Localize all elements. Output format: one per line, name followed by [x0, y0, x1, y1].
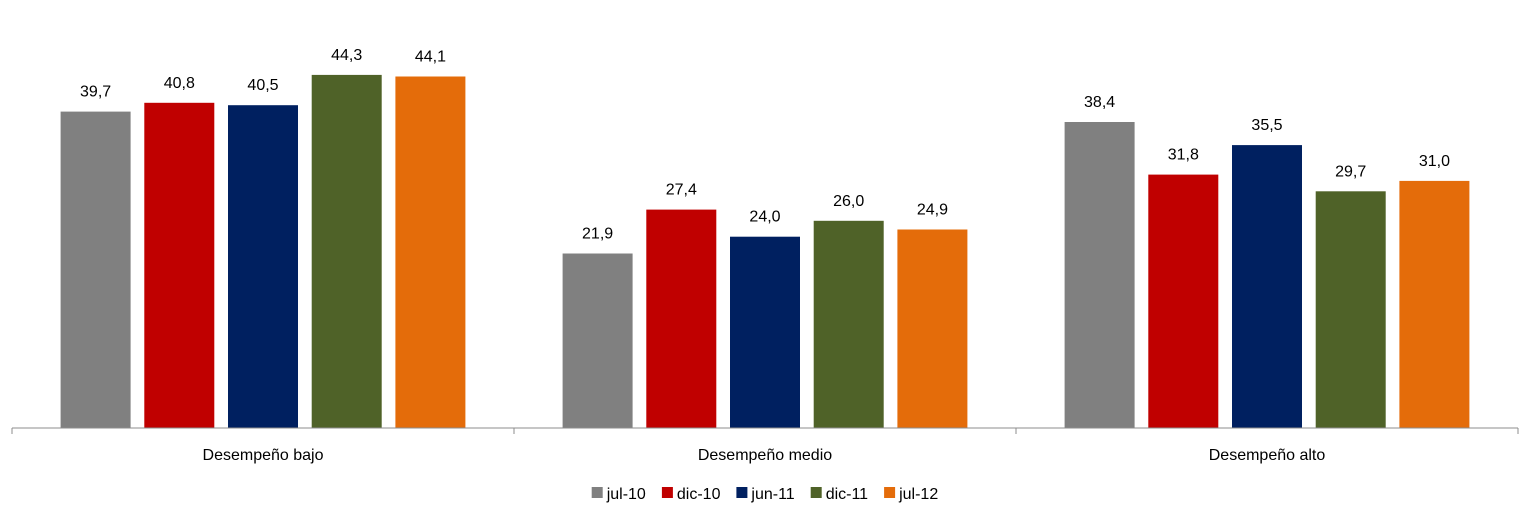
legend-swatch-dic-10: [661, 487, 673, 498]
bar-dic-11-cat-2: [1315, 191, 1386, 428]
data-label-jul-12-cat-2: 31,0: [1419, 153, 1450, 170]
category-labels-group: Desempeño bajo Desempeño medio Desempeño a…: [203, 447, 1326, 464]
bar-jun-11-cat-2: [1232, 145, 1302, 428]
bar-jun-11-cat-1: [730, 236, 800, 428]
bars-group: [60, 74, 1470, 429]
data-label-jul-10-cat-1: 21,9: [582, 226, 613, 243]
data-label-dic-10-cat-1: 27,4: [666, 182, 697, 199]
legend-swatch-jul-10: [591, 487, 603, 498]
data-label-jun-11-cat-1: 24,0: [749, 209, 780, 226]
data-label-jun-11-cat-0: 40,5: [247, 77, 278, 94]
legend-swatch-dic-11: [810, 487, 822, 498]
legend-label-jul-12: jul-12: [898, 486, 938, 503]
legend-swatch-jul-12: [884, 487, 896, 498]
x-axis: [11, 427, 1519, 434]
data-label-dic-11-cat-0: 44,3: [331, 47, 362, 64]
data-label-dic-10-cat-0: 40,8: [164, 75, 195, 92]
legend-swatch-jun-11: [736, 487, 748, 498]
bar-dic-10-cat-2: [1148, 174, 1219, 428]
data-label-dic-11-cat-2: 29,7: [1335, 163, 1366, 180]
legend-label-jun-11: jun-11: [750, 486, 794, 503]
bar-dic-11-cat-0: [311, 74, 382, 429]
bar-dic-11-cat-1: [813, 220, 884, 428]
data-label-dic-10-cat-2: 31,8: [1168, 147, 1199, 164]
bar-jul-10-cat-1: [562, 253, 633, 428]
bar-jul-12-cat-1: [897, 229, 968, 428]
data-label-jun-11-cat-2: 35,5: [1251, 117, 1282, 134]
bar-dic-10-cat-1: [646, 209, 717, 428]
legend-label-jul-10: jul-10: [606, 486, 646, 503]
data-label-jul-10-cat-2: 38,4: [1084, 94, 1115, 111]
legend: jul-10 dic-10 jun-11 dic-11 jul-12: [591, 486, 938, 503]
bar-dic-10-cat-0: [144, 102, 215, 429]
legend-label-dic-10: dic-10: [677, 486, 721, 503]
data-label-jul-10-cat-0: 39,7: [80, 84, 111, 101]
data-label-jul-12-cat-1: 24,9: [917, 202, 948, 219]
bar-jul-12-cat-0: [395, 76, 466, 428]
legend-label-dic-11: dic-11: [826, 486, 868, 503]
category-label-2: Desempeño alto: [1209, 447, 1326, 464]
bar-jun-11-cat-0: [228, 105, 298, 428]
category-label-1: Desempeño medio: [698, 447, 832, 464]
bar-jul-10-cat-2: [1064, 122, 1135, 428]
bar-jul-10-cat-0: [60, 111, 131, 428]
bar-jul-12-cat-2: [1399, 180, 1470, 428]
data-label-jul-12-cat-0: 44,1: [415, 49, 446, 66]
category-label-0: Desempeño bajo: [203, 447, 324, 464]
data-label-dic-11-cat-1: 26,0: [833, 193, 864, 210]
data-labels-group: 39,7 40,8 40,5 44,3 44,1 21,9 27,4 24,0 26,0 24,9…: [80, 47, 1450, 243]
